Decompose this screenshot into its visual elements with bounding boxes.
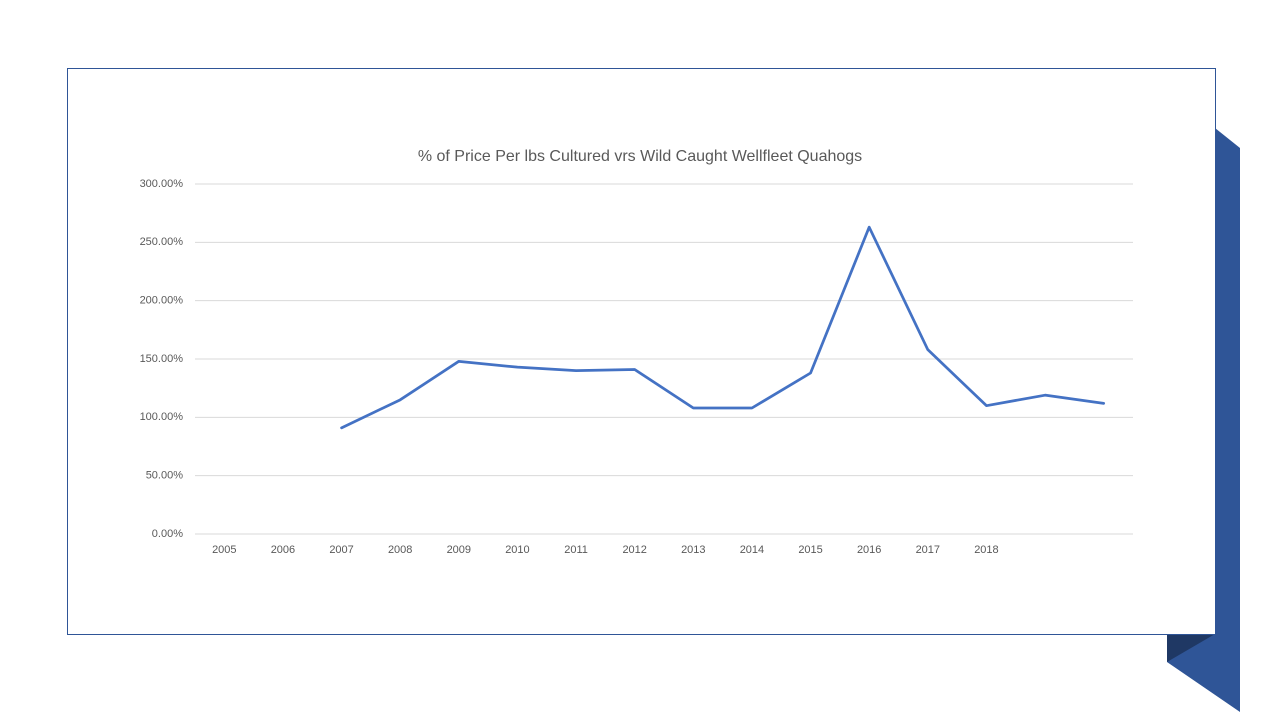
data-line — [340, 225, 1106, 430]
x-tick-label: 2017 — [916, 544, 940, 556]
x-tick-label: 2011 — [564, 544, 588, 556]
x-tick-label: 2016 — [857, 544, 881, 556]
y-tick-label: 50.00% — [146, 470, 184, 482]
decoration-shadow — [1167, 634, 1215, 662]
y-tick-label: 200.00% — [140, 295, 184, 307]
y-tick-label: 250.00% — [140, 236, 184, 248]
decoration — [1167, 128, 1240, 712]
y-tick-label: 0.00% — [152, 528, 183, 540]
y-tick-label: 100.00% — [140, 411, 184, 423]
y-tick-label: 150.00% — [140, 353, 184, 365]
x-tick-label: 2009 — [447, 544, 471, 556]
x-tick-label: 2007 — [329, 544, 353, 556]
chart-title: % of Price Per lbs Cultured vrs Wild Cau… — [418, 148, 862, 165]
x-tick-label: 2018 — [974, 544, 998, 556]
chart-frame — [67, 68, 1216, 635]
x-tick-label: 2012 — [622, 544, 646, 556]
x-tick-label: 2010 — [505, 544, 529, 556]
x-tick-label: 2005 — [212, 544, 236, 556]
y-tick-label: 300.00% — [140, 178, 184, 190]
x-tick-label: 2015 — [798, 544, 822, 556]
x-tick-label: 2014 — [740, 544, 764, 556]
x-tick-label: 2008 — [388, 544, 412, 556]
x-tick-label: 2006 — [271, 544, 295, 556]
x-tick-label: 2013 — [681, 544, 705, 556]
